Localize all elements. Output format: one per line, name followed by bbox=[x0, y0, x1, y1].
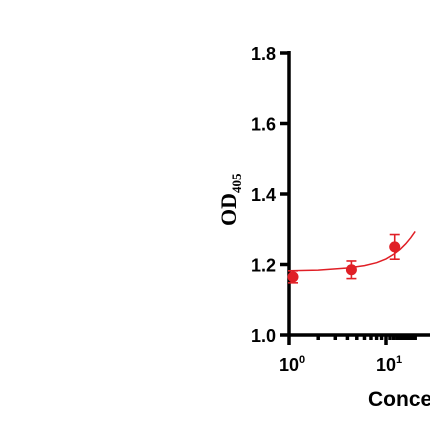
fit-curve bbox=[288, 230, 416, 272]
y-tick-label: 1.4 bbox=[251, 185, 276, 205]
x-tick-label: 101 bbox=[376, 354, 402, 375]
x-tick-label: 100 bbox=[279, 354, 305, 375]
data-point bbox=[287, 271, 299, 283]
y-axis-label-main: OD bbox=[216, 193, 241, 226]
data-point bbox=[345, 264, 357, 276]
y-axis-label: OD405 bbox=[216, 173, 244, 226]
y-axis-label-subscript: 405 bbox=[229, 173, 244, 193]
data-point bbox=[389, 241, 401, 253]
y-tick-label: 1.8 bbox=[251, 44, 276, 64]
y-tick-label: 1.2 bbox=[251, 256, 276, 276]
y-tick-label: 1.6 bbox=[251, 115, 276, 135]
axes: 1.0 1.2 1.4 1.6 1.8 100 101 bbox=[251, 44, 430, 375]
y-tick-label: 1.0 bbox=[251, 326, 276, 346]
axis-labels: OD405 Conce bbox=[216, 173, 430, 411]
chart-marks bbox=[287, 230, 416, 284]
x-axis-label: Conce bbox=[368, 388, 430, 411]
